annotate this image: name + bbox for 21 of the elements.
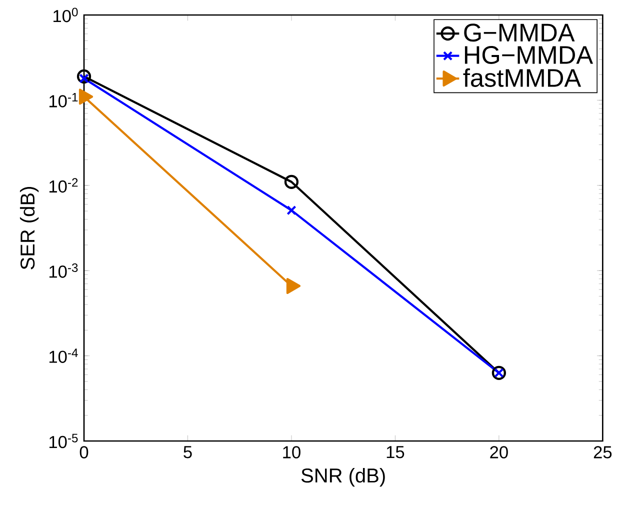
x-tick-label: 25 (594, 446, 612, 458)
y-tick-label: 10$^{-1}$ (49, 93, 78, 108)
x-tick-label: 15 (386, 446, 404, 458)
point (286, 205, 296, 216)
y-tick-label: 10$^{0}$ (54, 8, 78, 22)
x-tick-label: 0 (80, 446, 88, 458)
legend-label: fastMMDA (463, 68, 582, 87)
x-tick-label: 10 (283, 446, 300, 458)
legend-label: HG−MMDA (464, 46, 594, 64)
y-tick-label: 10$^{-5}$ (49, 434, 78, 448)
y-tick-label: 10$^{-4}$ (49, 348, 78, 363)
x-axis-title: SNR (dB) (301, 468, 385, 487)
legend-label: G−MMDA (464, 24, 575, 42)
point (76, 69, 92, 84)
x-tick-label: 20 (490, 446, 508, 458)
y-axis-title: SER (dB) (20, 187, 39, 270)
point (284, 174, 299, 189)
y-tick-label: 10$^{-2}$ (49, 178, 78, 193)
x-tick-label: 5 (184, 446, 192, 458)
point (492, 366, 506, 380)
y-tick-label: 10$^{-3}$ (49, 263, 78, 278)
